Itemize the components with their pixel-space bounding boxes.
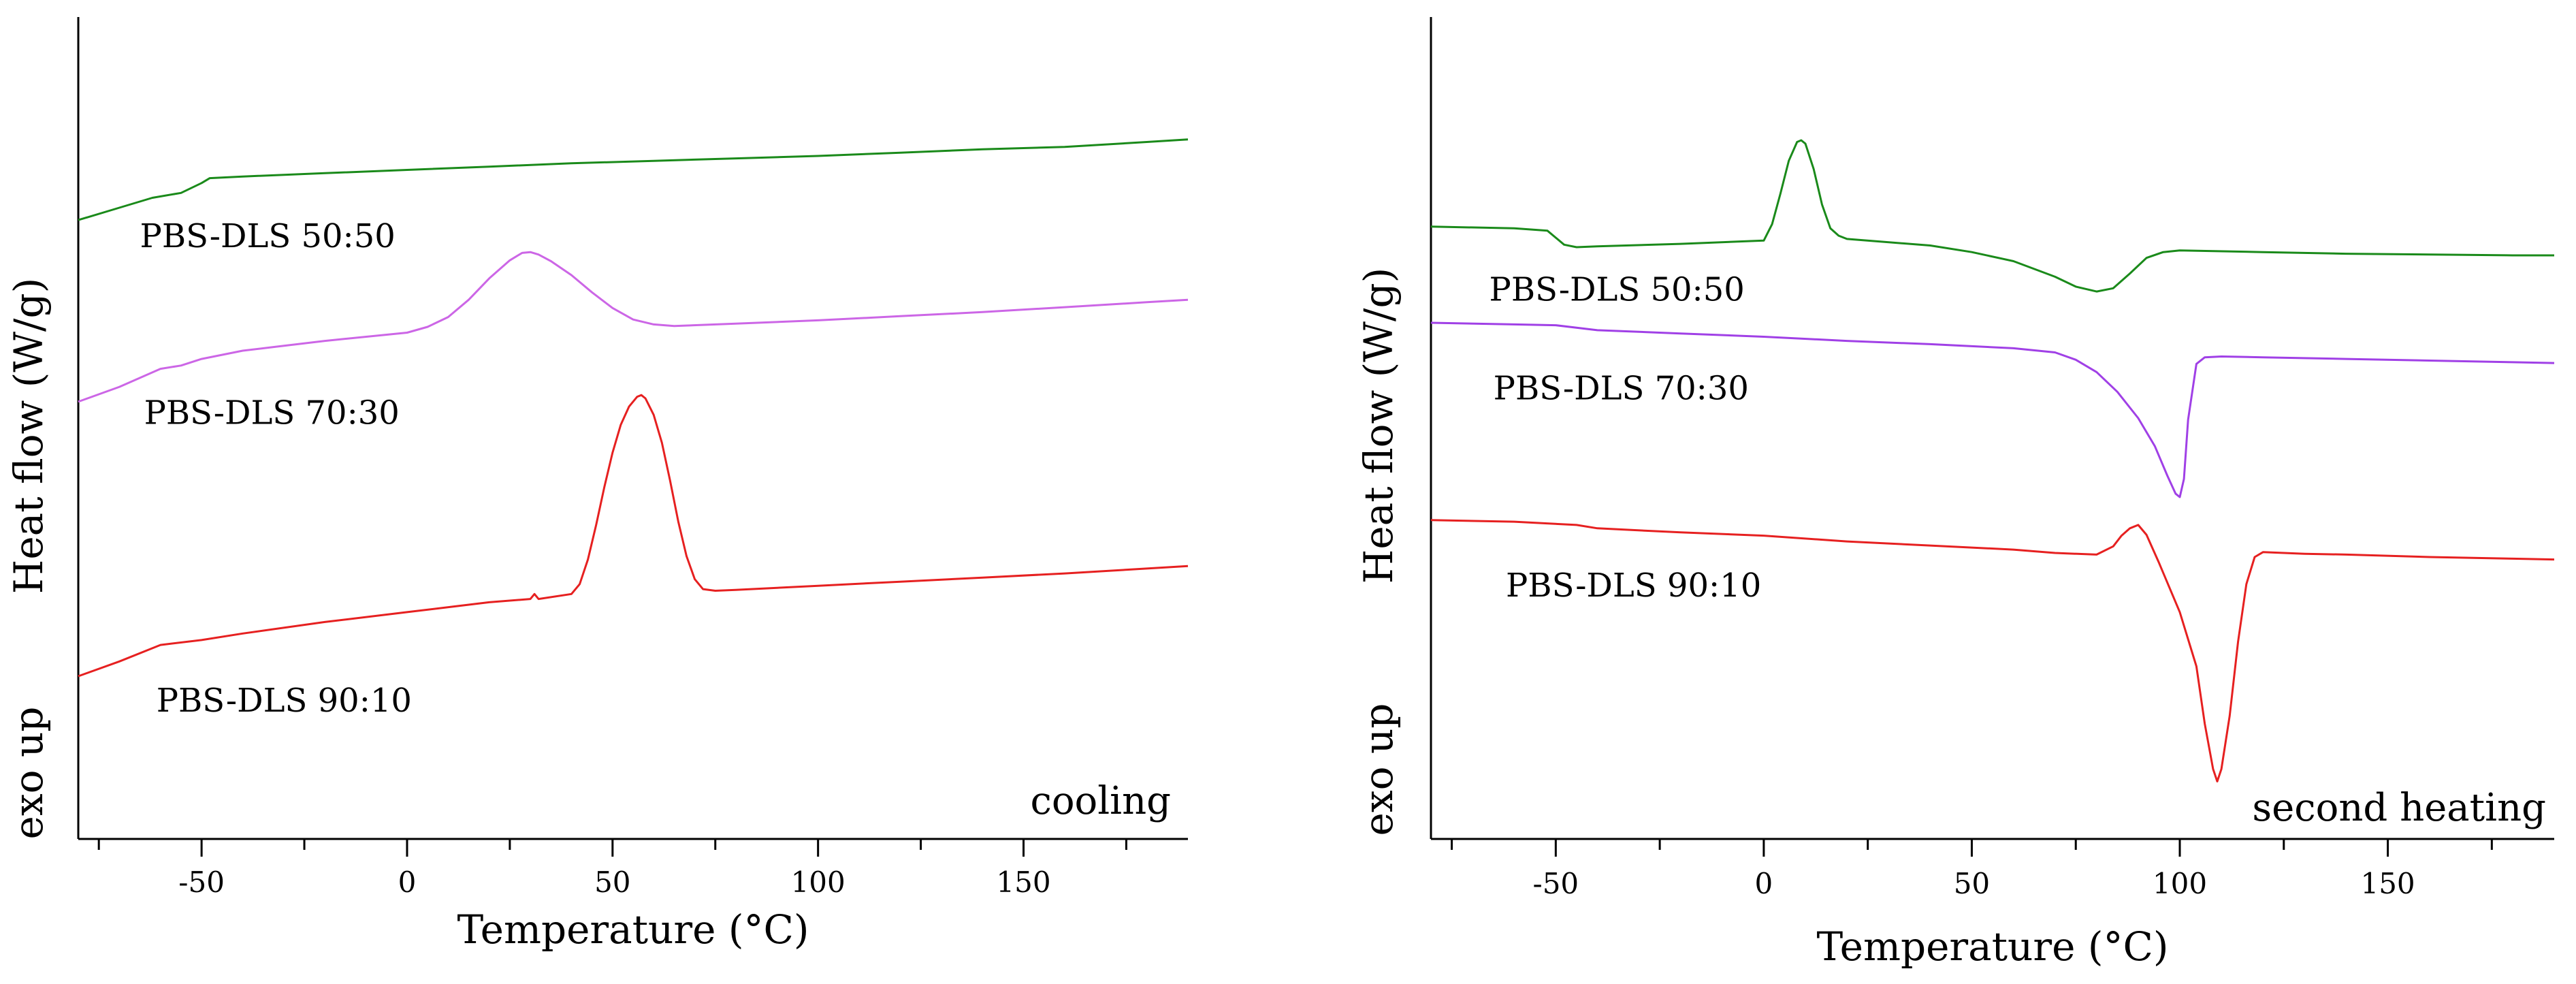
chart-2-x-axis-label: Temperature (°C): [1816, 923, 2168, 970]
chart-1-y-axis-label: Heat flow (W/g): [5, 278, 52, 594]
chart-1-x-tick-label: 0: [398, 866, 417, 899]
chart-1-label-pbs-dls-70-30: PBS-DLS 70:30: [144, 394, 400, 432]
chart-2-x-tick-label: 50: [1954, 867, 1990, 900]
chart-1-annotation: cooling: [1030, 779, 1171, 823]
chart-1-label-pbs-dls-50-50: PBS-DLS 50:50: [140, 217, 396, 255]
chart-2-series-pbs-dls-70-30: [1430, 321, 2555, 498]
chart-2-x-tick-label: -50: [1533, 867, 1579, 900]
chart-2-annotation: second heating: [2252, 786, 2546, 830]
chart-2-x-tick-label: 0: [1755, 867, 1773, 900]
chart-2-x-tick-label: 150: [2360, 867, 2415, 900]
chart-1-x-tick-label: 100: [791, 866, 846, 899]
chart-2-label-pbs-dls-90-10: PBS-DLS 90:10: [1506, 567, 1761, 605]
cooling-panel: -50 0 50 100 150 Temperature (°C) Heat flow (W…: [5, 17, 1189, 953]
chart-2-series-pbs-dls-50-50: [1430, 139, 2554, 293]
second-heating-panel: -50 0 50 100 150 Temperature (°C) Heat flow (W…: [1355, 17, 2555, 970]
chart-1-x-tick-label: 50: [594, 866, 630, 899]
chart-1-x-tick-label: 150: [996, 866, 1050, 899]
chart-1-x-tick-label: -50: [178, 866, 225, 899]
chart-2-exo-up-label: exo up: [1355, 703, 1402, 836]
chart-1-series-pbs-dls-50-50: [78, 138, 1189, 221]
chart-1-exo-up-label: exo up: [5, 707, 52, 840]
chart-1-series-pbs-dls-70-30: [78, 251, 1189, 403]
chart-1-label-pbs-dls-90-10: PBS-DLS 90:10: [157, 682, 412, 720]
chart-2-x-tick-label: 100: [2153, 867, 2207, 900]
chart-2-label-pbs-dls-70-30: PBS-DLS 70:30: [1494, 369, 1749, 407]
chart-2-y-axis-label: Heat flow (W/g): [1355, 268, 1402, 584]
chart-1-series-pbs-dls-90-10: [78, 394, 1189, 678]
chart-2-series-pbs-dls-90-10: [1430, 519, 2555, 782]
chart-1-x-axis-label: Temperature (°C): [457, 906, 809, 953]
chart-2-label-pbs-dls-50-50: PBS-DLS 50:50: [1490, 270, 1745, 308]
